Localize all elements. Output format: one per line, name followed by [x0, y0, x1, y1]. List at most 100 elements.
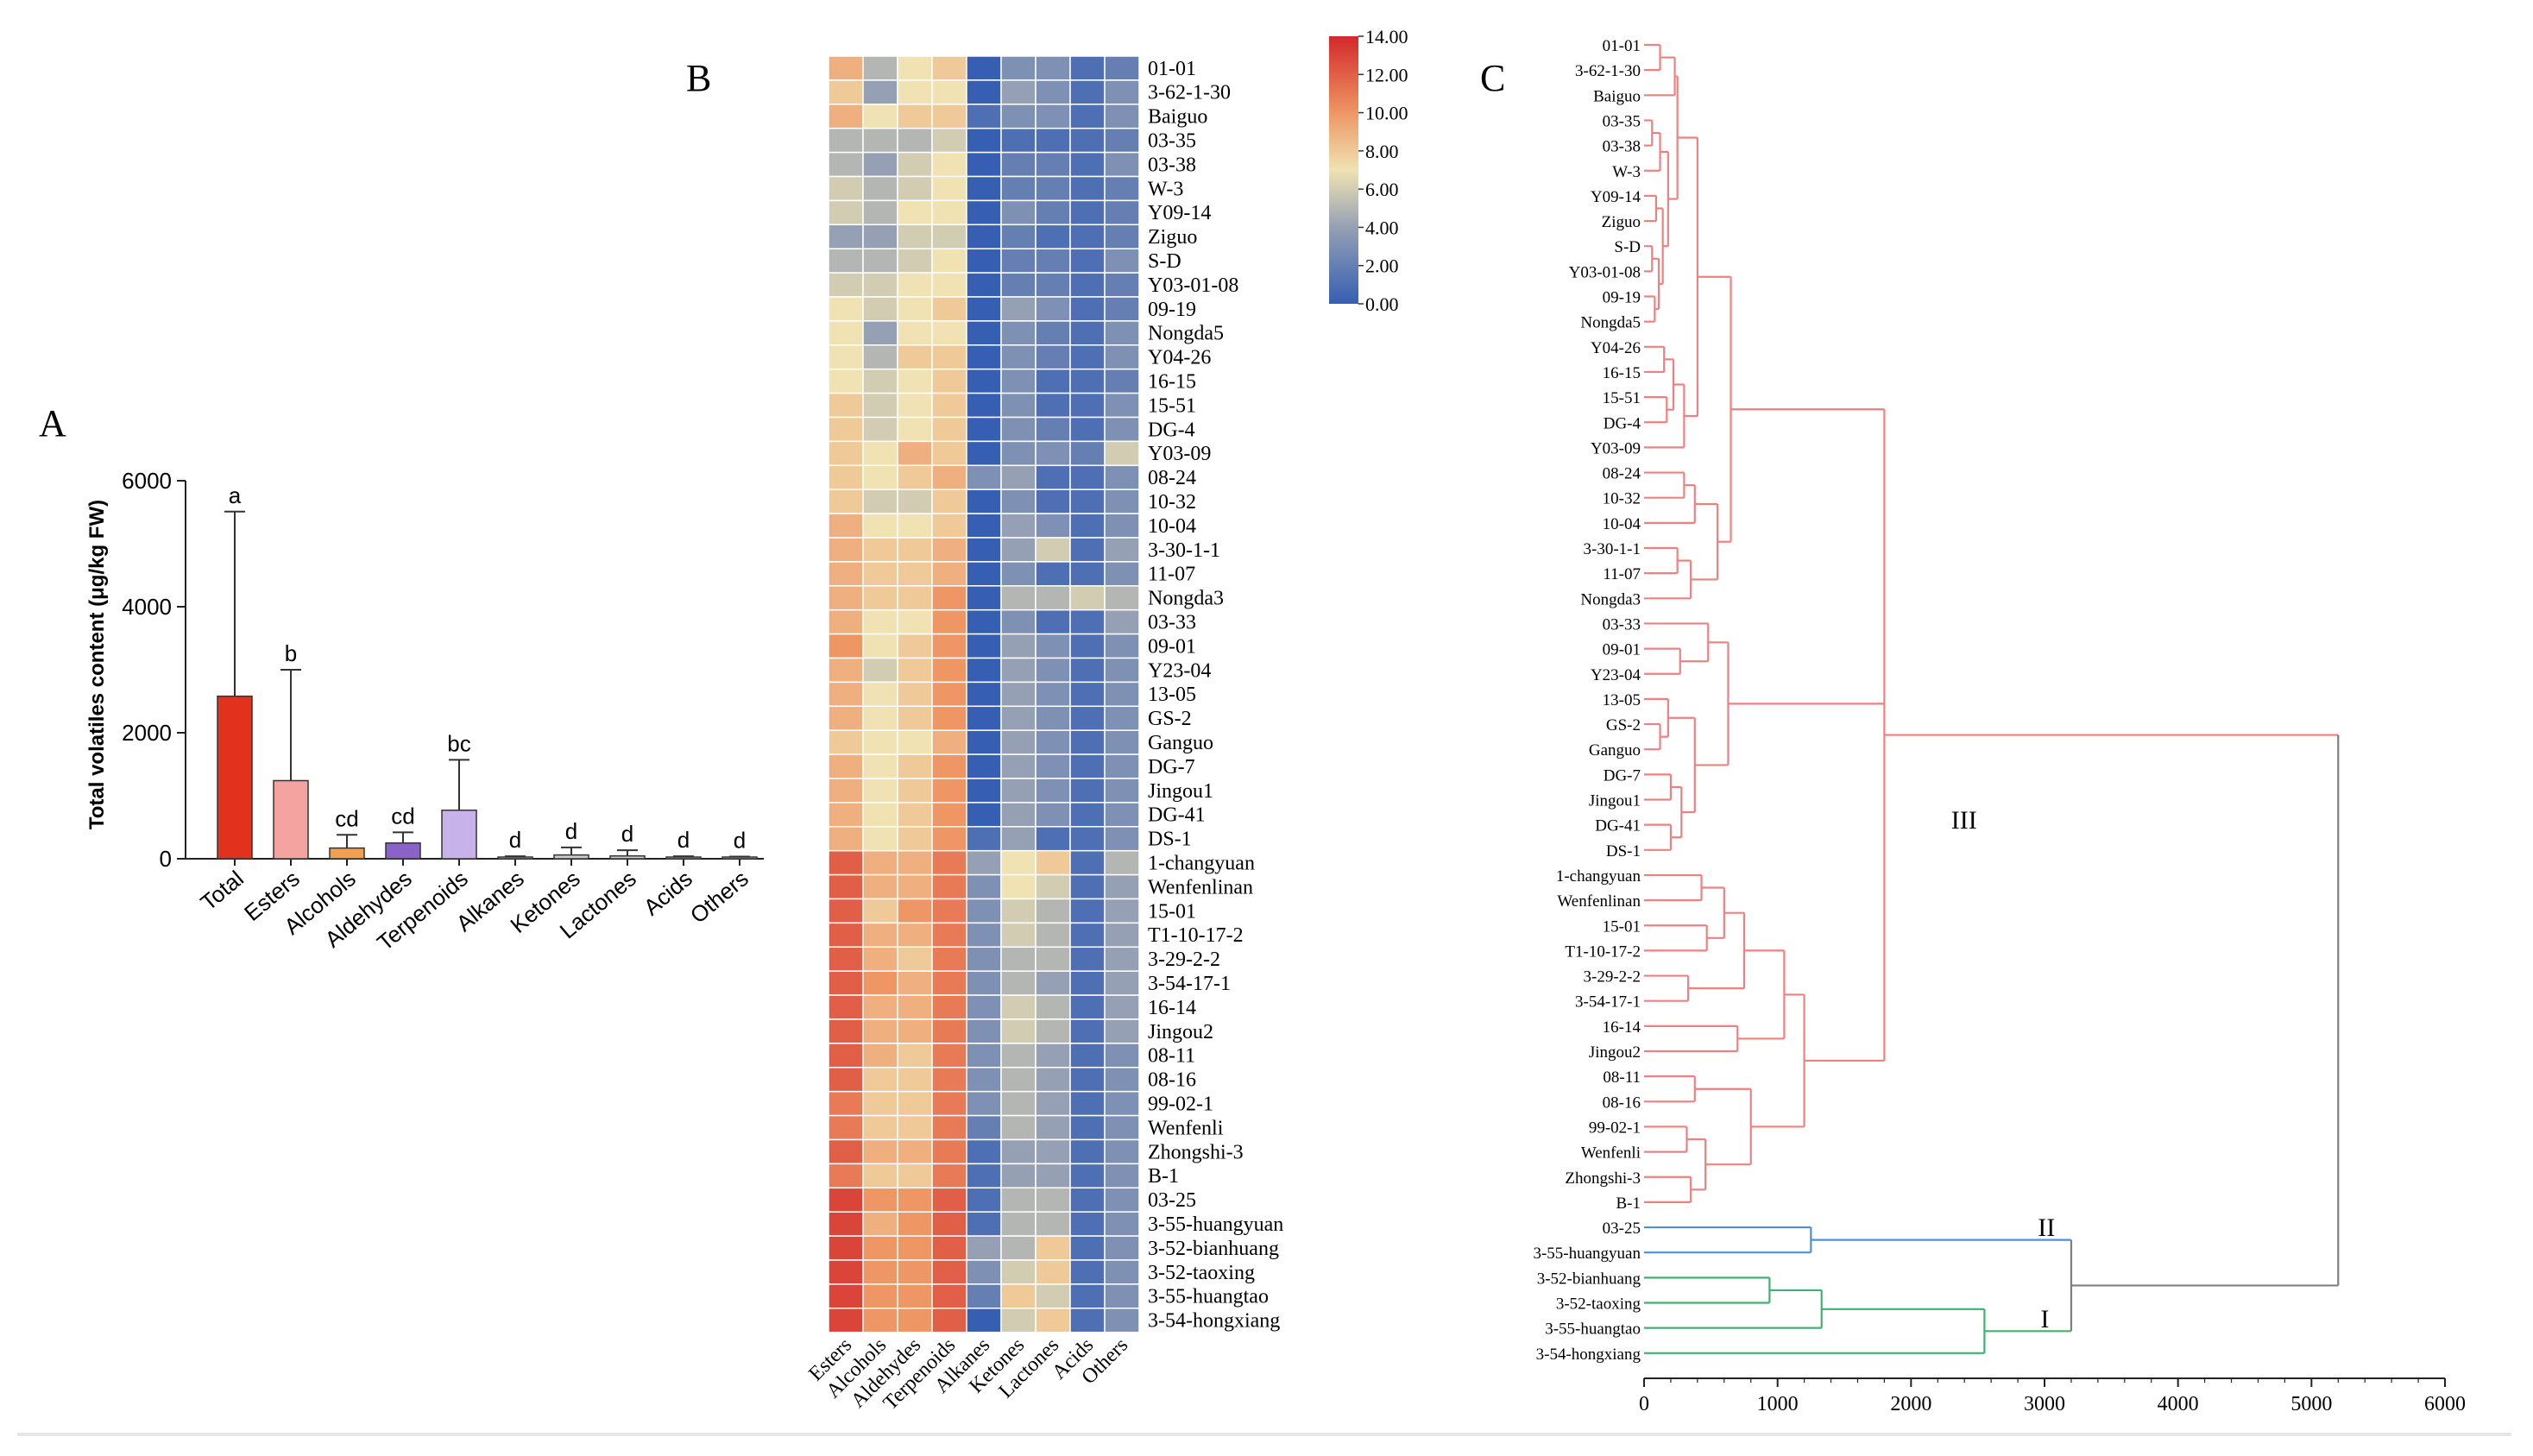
heatmap-cell — [897, 1090, 933, 1117]
leaf-label: 08-11 — [1603, 1068, 1641, 1087]
heatmap-cell — [966, 79, 1002, 105]
row-label: Zhongshi-3 — [1148, 1141, 1244, 1163]
heatmap-cell — [966, 320, 1002, 346]
cluster-label: II — [2038, 1213, 2055, 1242]
heatmap-cell — [931, 127, 967, 154]
heatmap-cell — [966, 826, 1002, 852]
leaf-label: 15-01 — [1603, 917, 1641, 936]
heatmap-cell — [862, 55, 898, 81]
heatmap-cell — [1000, 802, 1037, 828]
heatmap-cell — [931, 320, 967, 346]
heatmap-cell — [966, 296, 1002, 322]
heatmap-cell — [966, 104, 1002, 129]
heatmap-cell — [1104, 1138, 1140, 1165]
leaf-label: 03-35 — [1603, 112, 1641, 130]
row-label: 1-changyuan — [1148, 852, 1255, 874]
heatmap-cell — [931, 585, 967, 611]
heatmap-cell — [1035, 1090, 1071, 1117]
heatmap-cell — [966, 344, 1002, 370]
heatmap-cell — [897, 440, 933, 467]
heatmap-cell — [1035, 1259, 1071, 1285]
heatmap-cell — [828, 513, 864, 539]
heatmap-cell — [1104, 416, 1140, 443]
heatmap-cell — [931, 1235, 967, 1261]
row-label: 3-29-2-2 — [1148, 949, 1220, 971]
row-label: W-3 — [1148, 178, 1183, 200]
heatmap-cell — [1000, 79, 1037, 105]
heatmap-cell — [1000, 1090, 1037, 1117]
heatmap-cell — [1035, 826, 1071, 852]
heatmap-cell — [1104, 272, 1140, 298]
heatmap-cell — [1000, 994, 1037, 1020]
y-tick-label: 2000 — [122, 720, 172, 746]
colorbar-tick-label: 4.00 — [1365, 217, 1399, 238]
heatmap-cell — [1035, 320, 1071, 346]
heatmap-cell — [931, 464, 967, 490]
heatmap-cell — [897, 778, 933, 804]
heatmap-cell — [931, 705, 967, 731]
heatmap-cell — [897, 1211, 933, 1237]
heatmap-cell — [1035, 127, 1071, 154]
distance-axis-tick-label: 1000 — [1757, 1393, 1799, 1415]
row-label: Y04-26 — [1148, 347, 1211, 369]
significance-label: d — [677, 827, 690, 853]
leaf-label: 09-01 — [1603, 641, 1641, 659]
heatmap-cell — [1035, 224, 1071, 249]
leaf-label: Y23-04 — [1591, 666, 1641, 684]
dendrogram-panel-c: 01-01 3-62-1-30 Baiguo 03-35 03-38 W-3 Y09-14 Z… — [1533, 37, 2466, 1415]
heatmap-cell — [931, 248, 967, 274]
heatmap-cell — [1000, 488, 1037, 514]
heatmap-cell — [1000, 873, 1037, 900]
heatmap-cell — [828, 946, 864, 972]
heatmap-cell — [1069, 922, 1106, 949]
heatmap-cell — [1104, 488, 1140, 514]
heatmap-cell — [828, 1067, 864, 1093]
leaf-label: Wenfenli — [1581, 1144, 1641, 1163]
leaf-label: 3-52-taoxing — [1556, 1295, 1641, 1314]
leaf-label: 10-32 — [1603, 490, 1641, 508]
heatmap-cell — [1000, 657, 1037, 684]
heatmap-cell — [897, 55, 933, 81]
distance-axis-tick-label: 2000 — [1890, 1393, 1931, 1415]
heatmap-cell — [931, 175, 967, 202]
bar — [497, 856, 533, 860]
heatmap-cell — [1035, 440, 1071, 467]
heatmap-cell — [897, 873, 933, 900]
heatmap-cell — [897, 392, 933, 419]
heatmap-cell — [897, 922, 933, 949]
heatmap-cell — [862, 633, 898, 659]
row-label: Nongda5 — [1148, 323, 1224, 345]
heatmap-cell — [897, 681, 933, 708]
heatmap-cell — [862, 151, 898, 178]
leaf-label: 08-24 — [1603, 465, 1641, 483]
heatmap-cell — [862, 513, 898, 539]
row-label: 3-62-1-30 — [1148, 82, 1231, 104]
heatmap-cell — [1035, 946, 1071, 972]
heatmap-cell — [966, 849, 1002, 876]
leaf-label: Y04-26 — [1591, 339, 1641, 357]
heatmap-cell — [1035, 922, 1071, 949]
heatmap-cell — [862, 729, 898, 755]
heatmap-cell — [1000, 296, 1037, 322]
row-label: 03-33 — [1148, 611, 1196, 633]
heatmap-cell — [862, 657, 898, 684]
heatmap-cell — [1000, 561, 1037, 587]
heatmap-cell — [1035, 344, 1071, 370]
leaf-label: DG-4 — [1604, 414, 1641, 432]
heatmap-cell — [1000, 175, 1037, 202]
heatmap-cell — [828, 705, 864, 731]
heatmap-cell — [1104, 657, 1140, 684]
heatmap-cell — [931, 970, 967, 996]
cluster-label: I — [2040, 1305, 2049, 1333]
row-label: 3-54-hongxiang — [1148, 1310, 1280, 1333]
heatmap-cell — [897, 416, 933, 443]
heatmap-cell — [1104, 849, 1140, 876]
heatmap-cell — [1035, 392, 1071, 419]
bar — [665, 856, 702, 860]
heatmap-cell — [862, 224, 898, 249]
row-label: 08-16 — [1148, 1069, 1196, 1092]
heatmap-cell — [828, 248, 864, 274]
heatmap-cell — [897, 729, 933, 755]
heatmap-cell — [966, 873, 1002, 900]
heatmap-cell — [828, 1187, 864, 1213]
